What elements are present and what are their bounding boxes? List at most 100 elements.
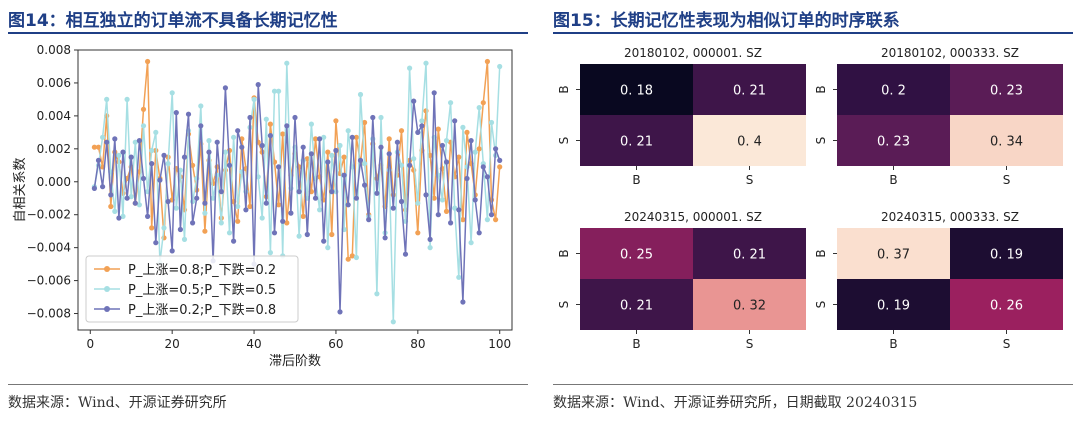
data-point	[140, 175, 147, 182]
data-point	[484, 217, 490, 223]
data-point	[456, 274, 462, 280]
y-tick-label: −0.006	[27, 274, 71, 288]
data-point	[185, 111, 192, 117]
data-point	[415, 129, 421, 135]
data-point	[493, 217, 499, 223]
heatmap-cell-value: 0. 19	[990, 248, 1023, 263]
data-point	[95, 144, 102, 150]
data-point	[411, 156, 417, 162]
y-tick-label: 0.000	[37, 175, 71, 189]
figure-14-title: 图14：相互独立的订单流不具备长期记忆性	[8, 11, 338, 31]
data-point	[333, 147, 339, 154]
data-point	[357, 157, 364, 163]
data-point	[161, 225, 167, 231]
data-point	[91, 185, 97, 191]
data-point	[431, 195, 437, 201]
data-point	[206, 149, 212, 155]
heatmap-cell	[837, 279, 950, 330]
data-point	[460, 124, 466, 130]
heatmap-title: 20180102, 000333. SZ	[881, 46, 1019, 60]
data-point	[452, 205, 458, 211]
heatmap-cell	[837, 115, 950, 166]
data-point	[173, 110, 179, 116]
data-point	[136, 138, 142, 144]
data-point	[362, 161, 368, 167]
data-point	[415, 230, 421, 236]
data-point	[345, 256, 351, 262]
data-point	[149, 147, 155, 154]
data-point	[419, 118, 425, 124]
data-point	[235, 203, 241, 210]
heatmap-cell-value: 0. 26	[990, 299, 1023, 314]
data-point	[136, 202, 142, 208]
data-point	[181, 236, 188, 242]
data-point	[145, 58, 151, 65]
data-point	[398, 198, 405, 205]
data-point	[386, 151, 392, 157]
data-point	[271, 230, 278, 236]
heatmap-cell-value: 0. 2	[881, 84, 906, 99]
y-tick-label: −0.004	[27, 241, 71, 255]
row-label: S	[557, 137, 571, 145]
data-point	[214, 139, 220, 145]
data-point	[251, 96, 257, 102]
heatmap-cell	[580, 64, 693, 115]
data-point	[284, 60, 290, 66]
legend-box	[85, 255, 299, 323]
data-point	[149, 225, 155, 231]
heatmap-cell-value: 0. 32	[733, 299, 766, 314]
data-point	[312, 136, 319, 142]
y-tick-label: 0.006	[37, 76, 71, 90]
data-point	[153, 129, 159, 135]
data-point	[312, 195, 319, 201]
data-point	[271, 88, 278, 94]
x-tick-label: 100	[488, 337, 511, 351]
data-point	[218, 189, 224, 195]
data-point	[263, 200, 269, 206]
series-line-2	[93, 83, 501, 313]
data-point	[165, 198, 171, 205]
col-label: B	[632, 337, 640, 351]
data-point	[484, 58, 490, 65]
data-point	[497, 164, 503, 170]
data-point	[439, 197, 445, 203]
data-point	[132, 200, 138, 206]
data-point	[284, 123, 290, 129]
data-point	[190, 220, 196, 226]
order-memory-heatmaps: 20180102, 000001. SZ 0. 18 0. 21 0. 21 0. 4 B…	[557, 46, 1063, 351]
data-point	[202, 228, 208, 234]
y-tick-label: 0.008	[37, 43, 71, 57]
data-point	[259, 142, 265, 149]
data-point	[488, 119, 495, 126]
row-label: S	[557, 301, 571, 309]
row-label: B	[557, 249, 571, 257]
data-point	[177, 226, 183, 233]
heatmap-cell	[580, 279, 693, 330]
data-point	[300, 144, 306, 150]
data-point	[222, 85, 228, 91]
data-point	[276, 88, 282, 94]
x-tick-label: 20	[165, 337, 180, 351]
data-point	[226, 230, 233, 236]
data-point	[427, 236, 433, 242]
heatmap-panel-2: 20240315, 000001. SZ 0. 25 0. 21 0. 21 0. 32…	[557, 210, 806, 351]
data-point	[484, 174, 490, 180]
data-point	[235, 128, 241, 134]
heatmap-cell	[580, 228, 693, 279]
data-point	[362, 119, 368, 126]
data-point	[161, 152, 167, 158]
heatmap-cell-value: 0. 37	[877, 248, 910, 263]
data-point	[464, 175, 470, 182]
heatmap-cell	[950, 115, 1063, 166]
data-point	[443, 138, 450, 144]
data-point	[267, 121, 273, 127]
heatmap-panel-0: 20180102, 000001. SZ 0. 18 0. 21 0. 21 0. 4 B…	[557, 46, 806, 187]
y-tick-label: −0.008	[27, 307, 71, 321]
data-point	[472, 149, 478, 155]
data-point	[472, 197, 478, 203]
data-point	[284, 220, 290, 226]
data-point	[394, 139, 400, 145]
data-point	[464, 129, 470, 135]
heatmap-title: 20240315, 000333. SZ	[881, 210, 1019, 224]
data-point	[198, 123, 204, 129]
